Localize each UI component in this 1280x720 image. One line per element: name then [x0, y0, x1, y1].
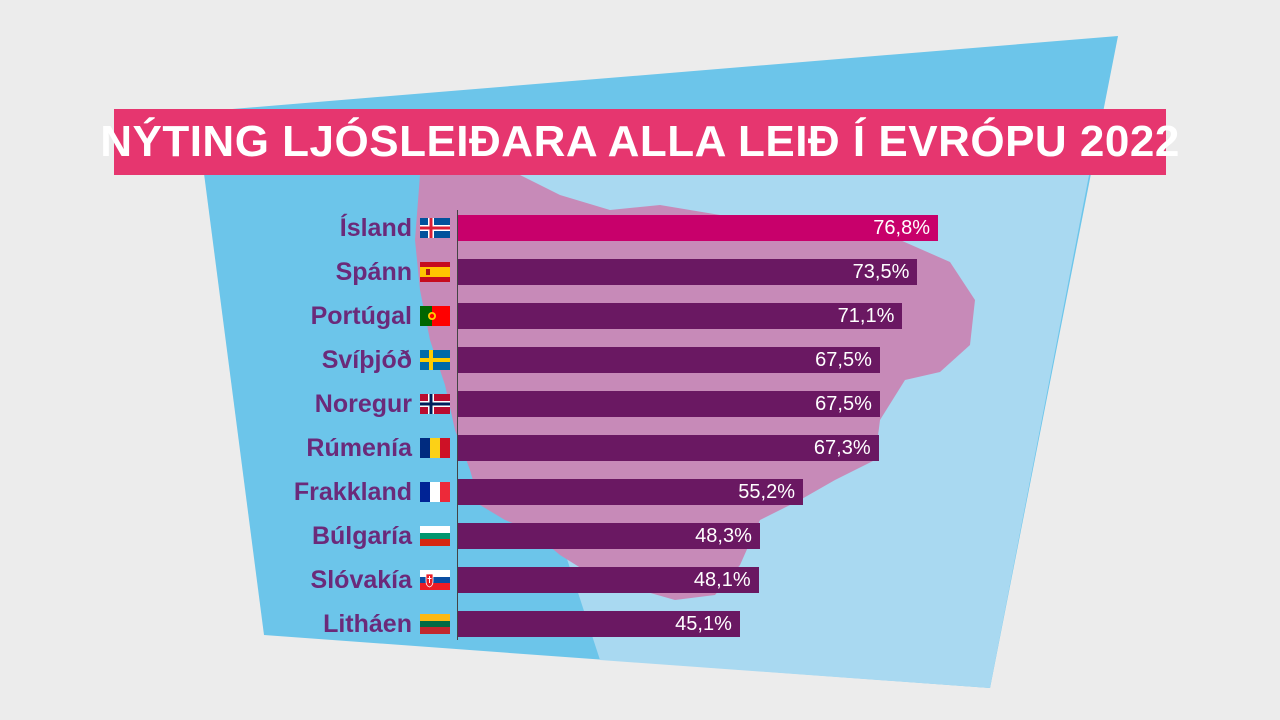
bar-row: Portúgal 71,1% — [0, 302, 1280, 330]
bar: 67,5% — [458, 391, 880, 417]
data-label: 67,3% — [813, 437, 871, 459]
data-label: 48,1% — [693, 569, 751, 591]
data-label: 76,8% — [873, 217, 930, 239]
bar-row: Búlgaría 48,3% — [0, 522, 1280, 550]
category-label: Slóvakía — [310, 566, 412, 594]
data-label: 71,1% — [837, 305, 895, 327]
bar: 67,3% — [458, 435, 879, 461]
bar: 71,1% — [458, 303, 903, 329]
bar: 55,2% — [458, 479, 803, 505]
category-label: Spánn — [335, 258, 412, 286]
lithuania-flag-icon — [420, 614, 450, 634]
sweden-flag-icon — [420, 350, 450, 370]
bar-row: Litháen 45,1% — [0, 610, 1280, 638]
spain-flag-icon — [420, 262, 450, 282]
bar-row: Ísland 76,8% — [0, 214, 1280, 242]
bulgaria-flag-icon — [420, 526, 450, 546]
data-label: 48,3% — [695, 525, 752, 547]
bar-row: Spánn 73,5% — [0, 258, 1280, 286]
data-label: 67,5% — [815, 393, 872, 415]
data-label: 67,5% — [815, 349, 872, 371]
bar-row: Noregur 67,5% — [0, 390, 1280, 418]
bar-row: Slóvakía 48,1% — [0, 566, 1280, 594]
bar: 48,1% — [458, 567, 759, 593]
bar-row: Rúmenía 67,3% — [0, 434, 1280, 462]
norway-flag-icon — [420, 394, 450, 414]
data-label: 73,5% — [852, 261, 910, 283]
france-flag-icon — [420, 482, 450, 502]
category-label: Frakkland — [293, 478, 412, 506]
slovakia-flag-icon — [420, 570, 450, 590]
data-label: 55,2% — [738, 481, 795, 503]
chart-title: NÝTING LJÓSLEIÐARA ALLA LEIÐ Í EVRÓPU 20… — [100, 117, 1180, 166]
category-label: Búlgaría — [311, 522, 412, 550]
category-axis-line — [457, 210, 458, 640]
category-label: Noregur — [314, 390, 412, 418]
portugal-flag-icon — [420, 306, 450, 326]
bar: 67,5% — [458, 347, 880, 373]
bar: 45,1% — [458, 611, 740, 637]
bar-row: Svíþjóð 67,5% — [0, 346, 1280, 374]
title-banner: NÝTING LJÓSLEIÐARA ALLA LEIÐ Í EVRÓPU 20… — [100, 109, 1179, 175]
data-label: 45,1% — [675, 613, 732, 635]
category-label: Litháen — [323, 610, 412, 638]
iceland-flag-icon — [420, 218, 450, 238]
category-label: Rúmenía — [306, 434, 412, 462]
category-label: Ísland — [339, 214, 412, 242]
category-label: Svíþjóð — [321, 346, 412, 374]
bar: 48,3% — [458, 523, 760, 549]
bar-row: Frakkland 55,2% — [0, 478, 1280, 506]
romania-flag-icon — [420, 438, 450, 458]
category-label: Portúgal — [310, 302, 412, 330]
bar: 73,5% — [458, 259, 918, 285]
bar: 76,8% — [458, 215, 938, 241]
